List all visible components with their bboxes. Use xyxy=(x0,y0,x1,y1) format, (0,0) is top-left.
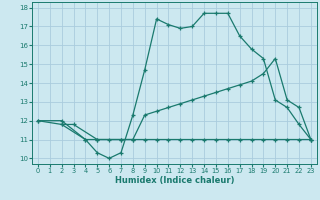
X-axis label: Humidex (Indice chaleur): Humidex (Indice chaleur) xyxy=(115,176,234,185)
